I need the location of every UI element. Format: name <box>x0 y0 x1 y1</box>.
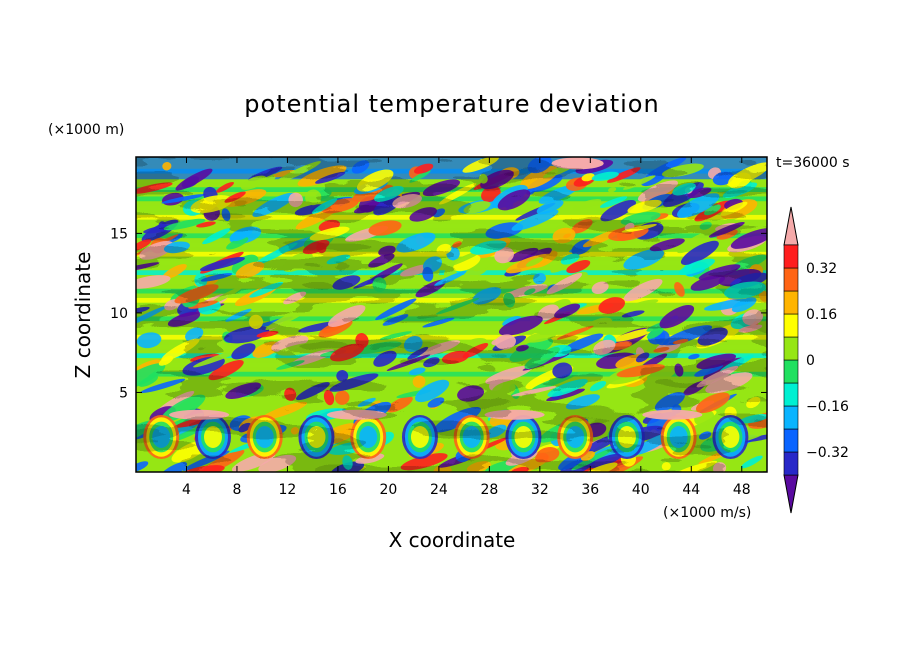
x-tick-label: 48 <box>733 482 751 498</box>
colorbar-max-arrow <box>783 206 799 246</box>
chart-title: potential temperature deviation <box>244 90 659 118</box>
x-tick-label: 20 <box>379 482 397 498</box>
colorbar-segment <box>783 336 799 361</box>
colorbar-tick-label: 0 <box>806 353 815 369</box>
x-tick-label: 16 <box>329 482 347 498</box>
x-tick-label: 40 <box>632 482 650 498</box>
x-tick-label: 36 <box>581 482 599 498</box>
colorbar-segment <box>783 428 799 453</box>
x-axis-ticks: 4 8 12 16 20 24 28 32 36 40 44 48 <box>182 157 751 498</box>
x-tick-label: 28 <box>480 482 498 498</box>
plot-frame <box>135 156 768 473</box>
colorbar-min-arrow <box>783 474 799 514</box>
x-tick-label: 32 <box>531 482 549 498</box>
colorbar-tick-label: 0.32 <box>806 261 837 277</box>
colorbar: 0.32 0.16 0 −0.16 −0.32 <box>783 206 849 514</box>
colorbar-segment <box>783 267 799 292</box>
y-axis-ticks: 5 10 15 <box>110 226 767 401</box>
colorbar-segment <box>783 405 799 430</box>
colorbar-segment <box>783 313 799 338</box>
x-tick-label: 24 <box>430 482 448 498</box>
y-tick-label: 10 <box>110 306 128 322</box>
x-tick-label: 44 <box>682 482 700 498</box>
colorbar-tick-label: −0.32 <box>806 445 849 461</box>
x-tick-label: 12 <box>279 482 297 498</box>
y-axis-label: Z coordinate <box>71 252 95 379</box>
colorbar-segment <box>783 382 799 407</box>
y-unit-label: (×1000 m) <box>48 122 124 138</box>
colorbar-segment <box>783 359 799 384</box>
colorbar-tick-label: −0.16 <box>806 399 849 415</box>
y-tick-label: 15 <box>110 226 128 242</box>
colorbar-tick-label: 0.16 <box>806 307 837 323</box>
x-tick-label: 8 <box>232 482 241 498</box>
colorbar-segment <box>783 451 799 476</box>
plot-area <box>136 157 767 472</box>
x-tick-label: 4 <box>182 482 191 498</box>
x-axis-label: X coordinate <box>389 528 516 552</box>
y-tick-label: 5 <box>119 385 128 401</box>
colorbar-segment <box>783 290 799 315</box>
time-label: t=36000 s <box>776 155 850 171</box>
x-unit-label: (×1000 m/s) <box>663 505 751 521</box>
turbulence-overlay <box>136 157 767 472</box>
colorbar-segment <box>783 244 799 269</box>
